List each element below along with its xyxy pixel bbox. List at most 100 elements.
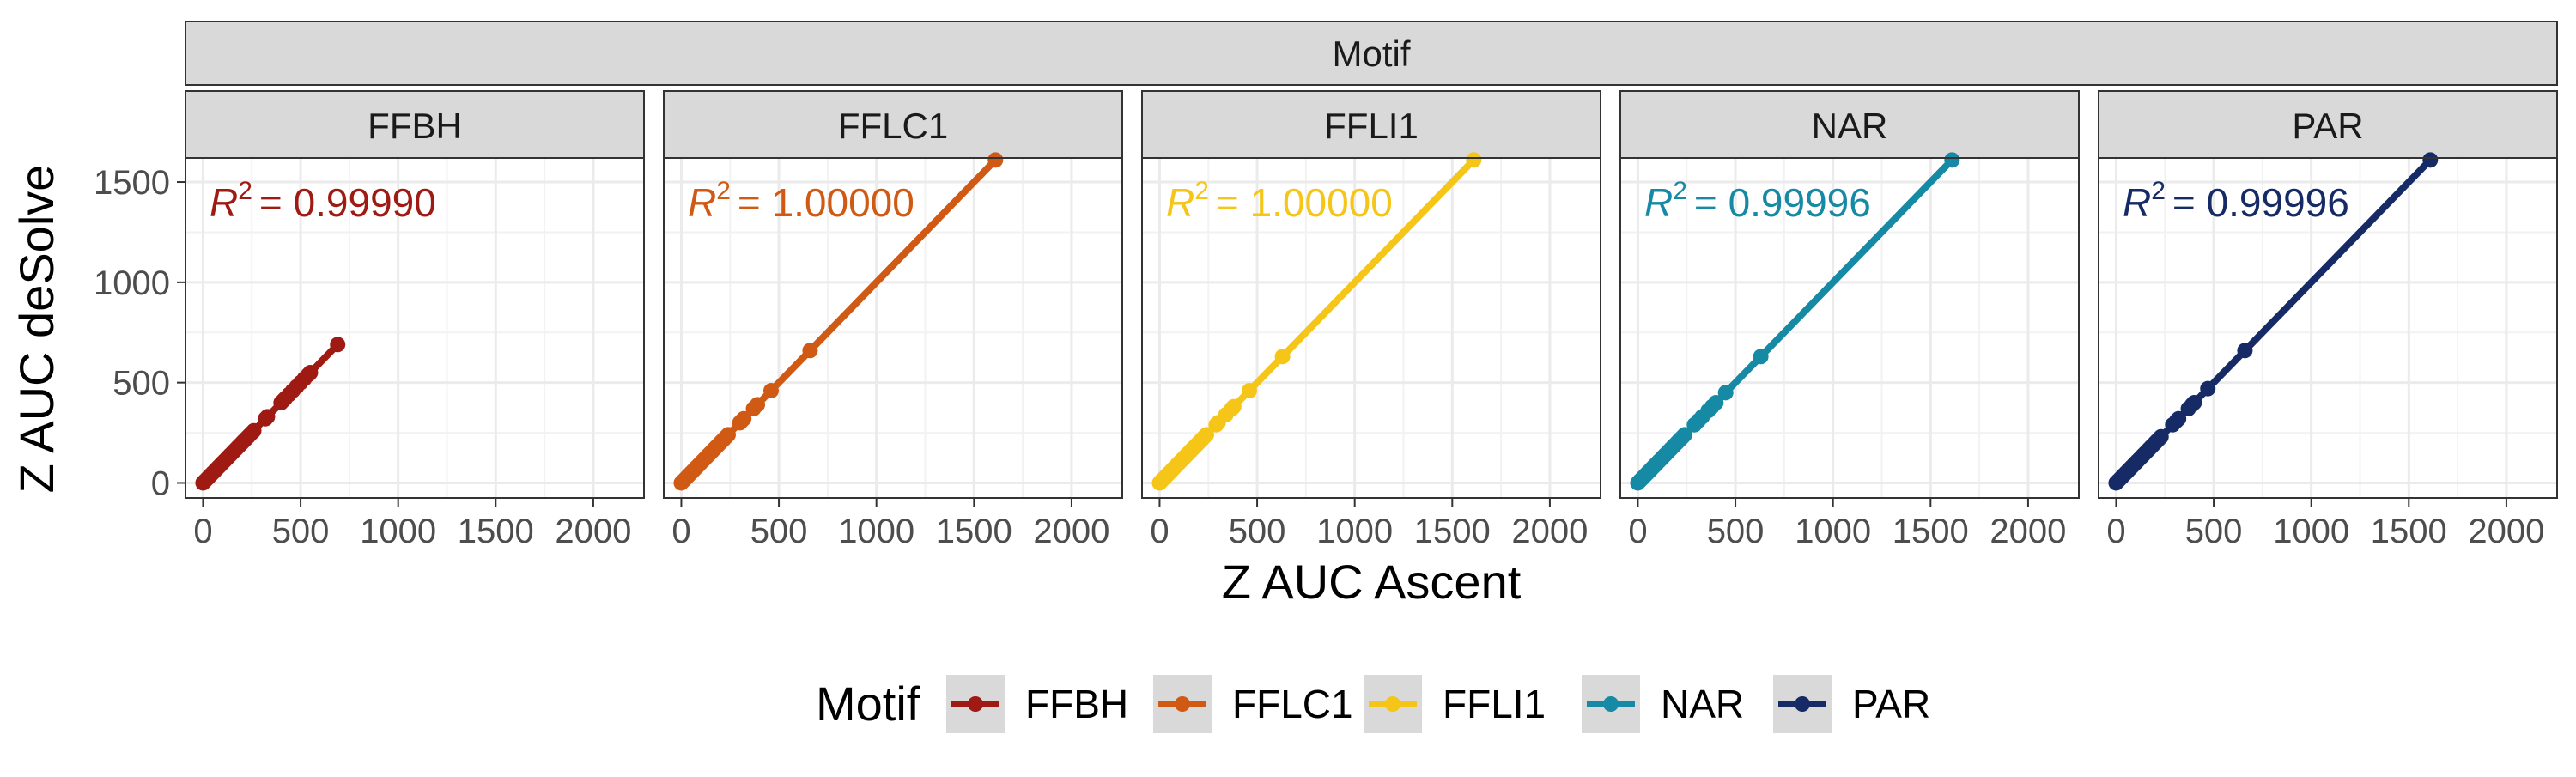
data-point (720, 427, 736, 443)
facet-strip-label: PAR (2292, 106, 2363, 146)
x-tick-label: 1000 (1316, 513, 1393, 550)
legend-label: PAR (1852, 682, 1930, 726)
data-point (750, 397, 766, 413)
r-squared-value: = 1.00000 (738, 180, 914, 225)
x-tick-label: 2000 (2468, 513, 2544, 550)
facet-panel-fflc1: FFLC1 R2 = 1.00000 0 500 1000 1500 2000 (663, 90, 1123, 550)
x-tick-label: 1500 (1414, 513, 1491, 550)
facet-panel-nar: NAR R2 = 0.99996 0 500 1000 1500 2000 (1619, 90, 2080, 550)
facet-strip (2098, 90, 2558, 159)
facet-strip (185, 90, 645, 159)
r-symbol: R (210, 180, 238, 225)
data-point (762, 383, 779, 399)
x-tick-label: 1000 (1795, 513, 1871, 550)
facet-panel-par: PAR R2 = 0.99996 0 500 1000 1500 2000 (2098, 90, 2558, 550)
superscript-2: 2 (1673, 177, 1687, 205)
r-squared-label: R2 = 0.99990 (210, 177, 436, 225)
legend-key-point (1795, 696, 1810, 712)
panel-border (185, 157, 645, 499)
facet-panel-ffli1: FFLI1 R2 = 1.00000 0 500 1000 1500 2000 (1141, 90, 1601, 550)
x-tick-label: 0 (671, 513, 690, 550)
data-point (2153, 428, 2169, 445)
y-axis-title: Z AUC deSolve (9, 165, 64, 494)
data-point (1708, 395, 1724, 411)
x-tick-label: 1000 (2273, 513, 2349, 550)
y-tick-label: 1500 (94, 164, 170, 202)
r-squared-value: = 0.99996 (1694, 180, 1871, 225)
x-tick-label: 500 (272, 513, 330, 550)
data-point (259, 409, 276, 425)
legend-item-fflc1: FFLC1 (1153, 675, 1353, 733)
data-point (1198, 427, 1214, 443)
facet-strip (1141, 90, 1601, 159)
y-tick-label: 1000 (94, 264, 170, 302)
x-tick-label: 1500 (458, 513, 534, 550)
facet-panel-ffbh: FFBH R2 = 0.99990 0 500 1000 1500 2000 (185, 90, 645, 550)
facet-strip-label: FFLI1 (1324, 106, 1419, 146)
legend-key-point (1175, 696, 1190, 712)
r-squared-label: R2 = 0.99996 (2123, 177, 2349, 225)
r-squared-label: R2 = 1.00000 (688, 177, 914, 225)
panel-border (1619, 157, 2080, 499)
data-point (802, 343, 818, 359)
data-point (2237, 343, 2253, 359)
x-tick-label: 1000 (360, 513, 436, 550)
x-tick-label: 0 (1150, 513, 1169, 550)
r-symbol: R (2123, 180, 2151, 225)
x-tick-label: 1500 (1893, 513, 1969, 550)
legend-label: NAR (1661, 682, 1744, 726)
x-tick-label: 500 (1229, 513, 1286, 550)
data-point (2186, 395, 2202, 411)
data-point (330, 337, 346, 353)
panel-border (663, 157, 1123, 499)
legend-key-point (1385, 696, 1400, 712)
legend: Motif FFBH FFLC1 FFLI1 NAR PAR (816, 675, 1930, 733)
x-tick-label: 2000 (555, 513, 631, 550)
x-tick-label: 0 (1628, 513, 1647, 550)
facet-strip-label: NAR (1812, 106, 1888, 146)
x-tick-label: 2000 (1511, 513, 1588, 550)
x-tick-label: 500 (750, 513, 808, 550)
x-tick-label: 1500 (936, 513, 1012, 550)
legend-key-point (968, 696, 983, 712)
data-point (246, 422, 262, 439)
data-point (1241, 383, 1257, 399)
r-squared-label: R2 = 0.99996 (1644, 177, 1871, 225)
data-point (302, 364, 319, 380)
facet-strip (1619, 90, 2080, 159)
r-squared-value: = 0.99996 (2172, 180, 2349, 225)
facet-strip-label: FFBH (368, 106, 462, 146)
r-squared-value: = 0.99990 (259, 180, 436, 225)
legend-key-point (1603, 696, 1619, 712)
y-tick-label: 500 (112, 365, 170, 403)
legend-label: FFLC1 (1232, 682, 1353, 726)
x-tick-label: 1500 (2371, 513, 2447, 550)
data-point (1753, 349, 1769, 365)
data-point (2171, 410, 2187, 427)
x-tick-label: 500 (2185, 513, 2243, 550)
superscript-2: 2 (716, 177, 731, 205)
r-squared-value: = 1.00000 (1216, 180, 1393, 225)
plot-background (2099, 158, 2557, 498)
legend-label: FFLI1 (1443, 682, 1546, 726)
r-symbol: R (1166, 180, 1194, 225)
x-tick-label: 0 (2106, 513, 2125, 550)
plot-background (1142, 158, 1601, 498)
data-point (1717, 385, 1734, 401)
x-tick-label: 0 (193, 513, 212, 550)
x-tick-label: 500 (1707, 513, 1765, 550)
facet-strip-label: FFLC1 (838, 106, 948, 146)
superscript-2: 2 (238, 177, 252, 205)
legend-item-par: PAR (1773, 675, 1930, 733)
y-tick-label: 0 (151, 464, 170, 502)
x-tick-label: 1000 (838, 513, 914, 550)
x-tick-label: 2000 (1990, 513, 2066, 550)
x-tick-label: 2000 (1033, 513, 1109, 550)
top-strip (185, 21, 2558, 86)
r-squared-label: R2 = 1.00000 (1166, 177, 1393, 225)
legend-label: FFBH (1025, 682, 1128, 726)
plot-background (185, 158, 644, 498)
data-point (1466, 152, 1482, 168)
data-point (2200, 380, 2216, 397)
